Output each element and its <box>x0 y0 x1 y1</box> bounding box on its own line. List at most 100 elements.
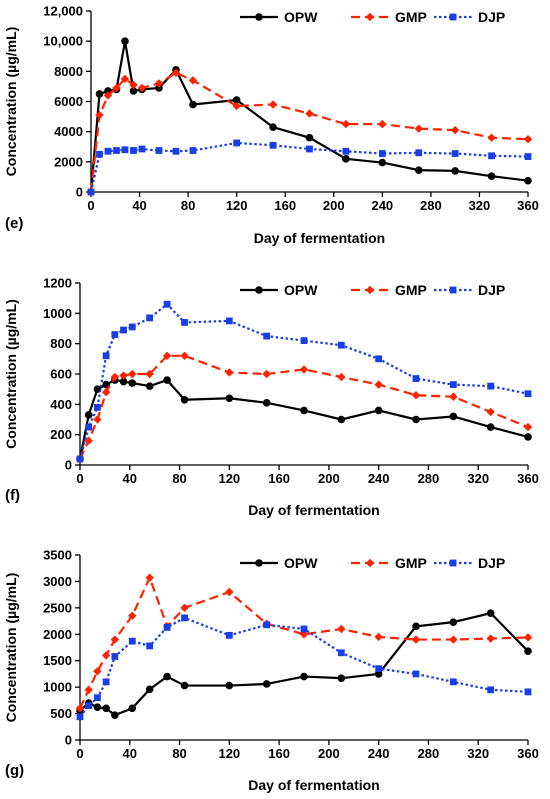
data-point-gmp <box>337 624 346 634</box>
data-point-djp <box>85 702 93 710</box>
legend-marker <box>449 286 457 294</box>
legend-label: OPW <box>284 9 318 25</box>
x-axis-title: Day of fermentation <box>248 502 379 518</box>
panel-label: (e) <box>5 215 23 232</box>
data-point-djp <box>415 149 423 157</box>
data-point-djp <box>181 319 188 326</box>
data-point-opw <box>102 704 110 713</box>
data-point-djp <box>172 147 180 155</box>
x-tick-label: 200 <box>318 746 340 761</box>
data-point-gmp <box>101 388 111 397</box>
x-tick-label: 240 <box>371 198 393 213</box>
data-point-gmp <box>84 436 93 445</box>
data-point-opw <box>111 711 119 719</box>
legend-entry-djp: DJP <box>434 282 505 298</box>
data-point-djp <box>449 678 457 686</box>
x-tick-label: 40 <box>123 471 137 486</box>
data-point-opw <box>524 176 532 185</box>
legend-marker <box>449 13 457 21</box>
data-point-opw <box>163 376 171 384</box>
series-opw <box>76 376 532 463</box>
data-point-djp <box>76 455 84 463</box>
data-point-opw <box>451 167 459 175</box>
data-point-gmp <box>449 635 458 644</box>
series-gmp <box>86 68 533 197</box>
data-point-opw <box>337 674 346 682</box>
legend-marker <box>255 286 263 294</box>
data-point-opw <box>414 166 423 174</box>
data-point-gmp <box>93 667 102 676</box>
data-point-opw <box>337 415 346 424</box>
data-point-gmp <box>523 135 533 144</box>
data-point-djp <box>306 145 313 153</box>
series-djp <box>87 139 532 196</box>
y-tick-label: 800 <box>50 336 72 351</box>
data-point-djp <box>121 146 129 154</box>
data-point-djp <box>111 653 119 660</box>
legend-marker <box>449 559 457 567</box>
data-point-opw <box>300 672 308 681</box>
data-point-gmp <box>232 101 241 111</box>
data-point-opw <box>524 433 532 441</box>
data-point-djp <box>225 317 233 325</box>
data-point-djp <box>449 381 457 389</box>
data-point-djp <box>451 150 459 157</box>
data-point-djp <box>263 332 271 340</box>
y-tick-label: 3000 <box>43 574 72 589</box>
data-point-djp <box>85 423 93 431</box>
x-tick-label: 200 <box>323 198 345 213</box>
data-point-opw <box>84 411 93 419</box>
y-tick-label: 1000 <box>43 306 72 321</box>
x-tick-label: 320 <box>469 198 491 213</box>
y-tick-label: 500 <box>50 706 72 721</box>
data-point-gmp <box>341 119 351 129</box>
data-point-gmp <box>450 125 460 135</box>
data-point-gmp <box>145 369 154 379</box>
data-point-opw <box>225 394 234 403</box>
data-point-opw <box>269 123 277 131</box>
data-point-opw <box>232 96 241 104</box>
legend-marker <box>255 13 263 21</box>
data-point-opw <box>93 703 102 712</box>
series-opw <box>76 609 532 719</box>
data-point-gmp <box>75 704 85 713</box>
y-tick-label: 2500 <box>43 600 72 615</box>
y-tick-label: 2000 <box>43 627 72 642</box>
legend-marker <box>365 285 375 295</box>
x-tick-label: 120 <box>226 198 248 213</box>
data-point-djp <box>487 686 495 694</box>
data-point-gmp <box>103 91 113 100</box>
data-point-djp <box>163 300 171 308</box>
y-tick-label: 600 <box>50 367 72 382</box>
x-tick-label: 360 <box>517 198 539 213</box>
y-tick-label: 2000 <box>54 154 83 169</box>
data-point-gmp <box>262 369 271 379</box>
data-point-gmp <box>305 109 314 118</box>
x-tick-label: 360 <box>517 746 539 761</box>
data-point-djp <box>128 323 136 331</box>
x-tick-label: 160 <box>268 471 290 486</box>
data-point-gmp <box>225 587 234 597</box>
data-point-opw <box>374 406 383 415</box>
data-point-gmp <box>101 651 111 660</box>
data-point-djp <box>104 147 112 155</box>
data-point-gmp <box>112 83 121 93</box>
data-point-djp <box>269 141 277 149</box>
legend-entry-opw: OPW <box>240 9 318 25</box>
data-point-djp <box>375 355 383 363</box>
legend-entry-opw: OPW <box>240 282 318 298</box>
x-tick-label: 320 <box>467 471 489 486</box>
data-point-gmp <box>128 611 137 620</box>
data-point-gmp <box>487 133 496 142</box>
legend-entry-djp: DJP <box>434 555 505 571</box>
legend-entry-djp: DJP <box>434 9 505 25</box>
y-tick-label: 0 <box>76 185 83 200</box>
legend-label: OPW <box>284 555 318 571</box>
x-tick-label: 120 <box>218 746 240 761</box>
x-tick-label: 120 <box>218 471 240 486</box>
data-point-gmp <box>154 79 164 88</box>
data-point-djp <box>146 314 154 322</box>
y-tick-label: 8000 <box>54 64 83 79</box>
x-tick-label: 320 <box>467 746 489 761</box>
